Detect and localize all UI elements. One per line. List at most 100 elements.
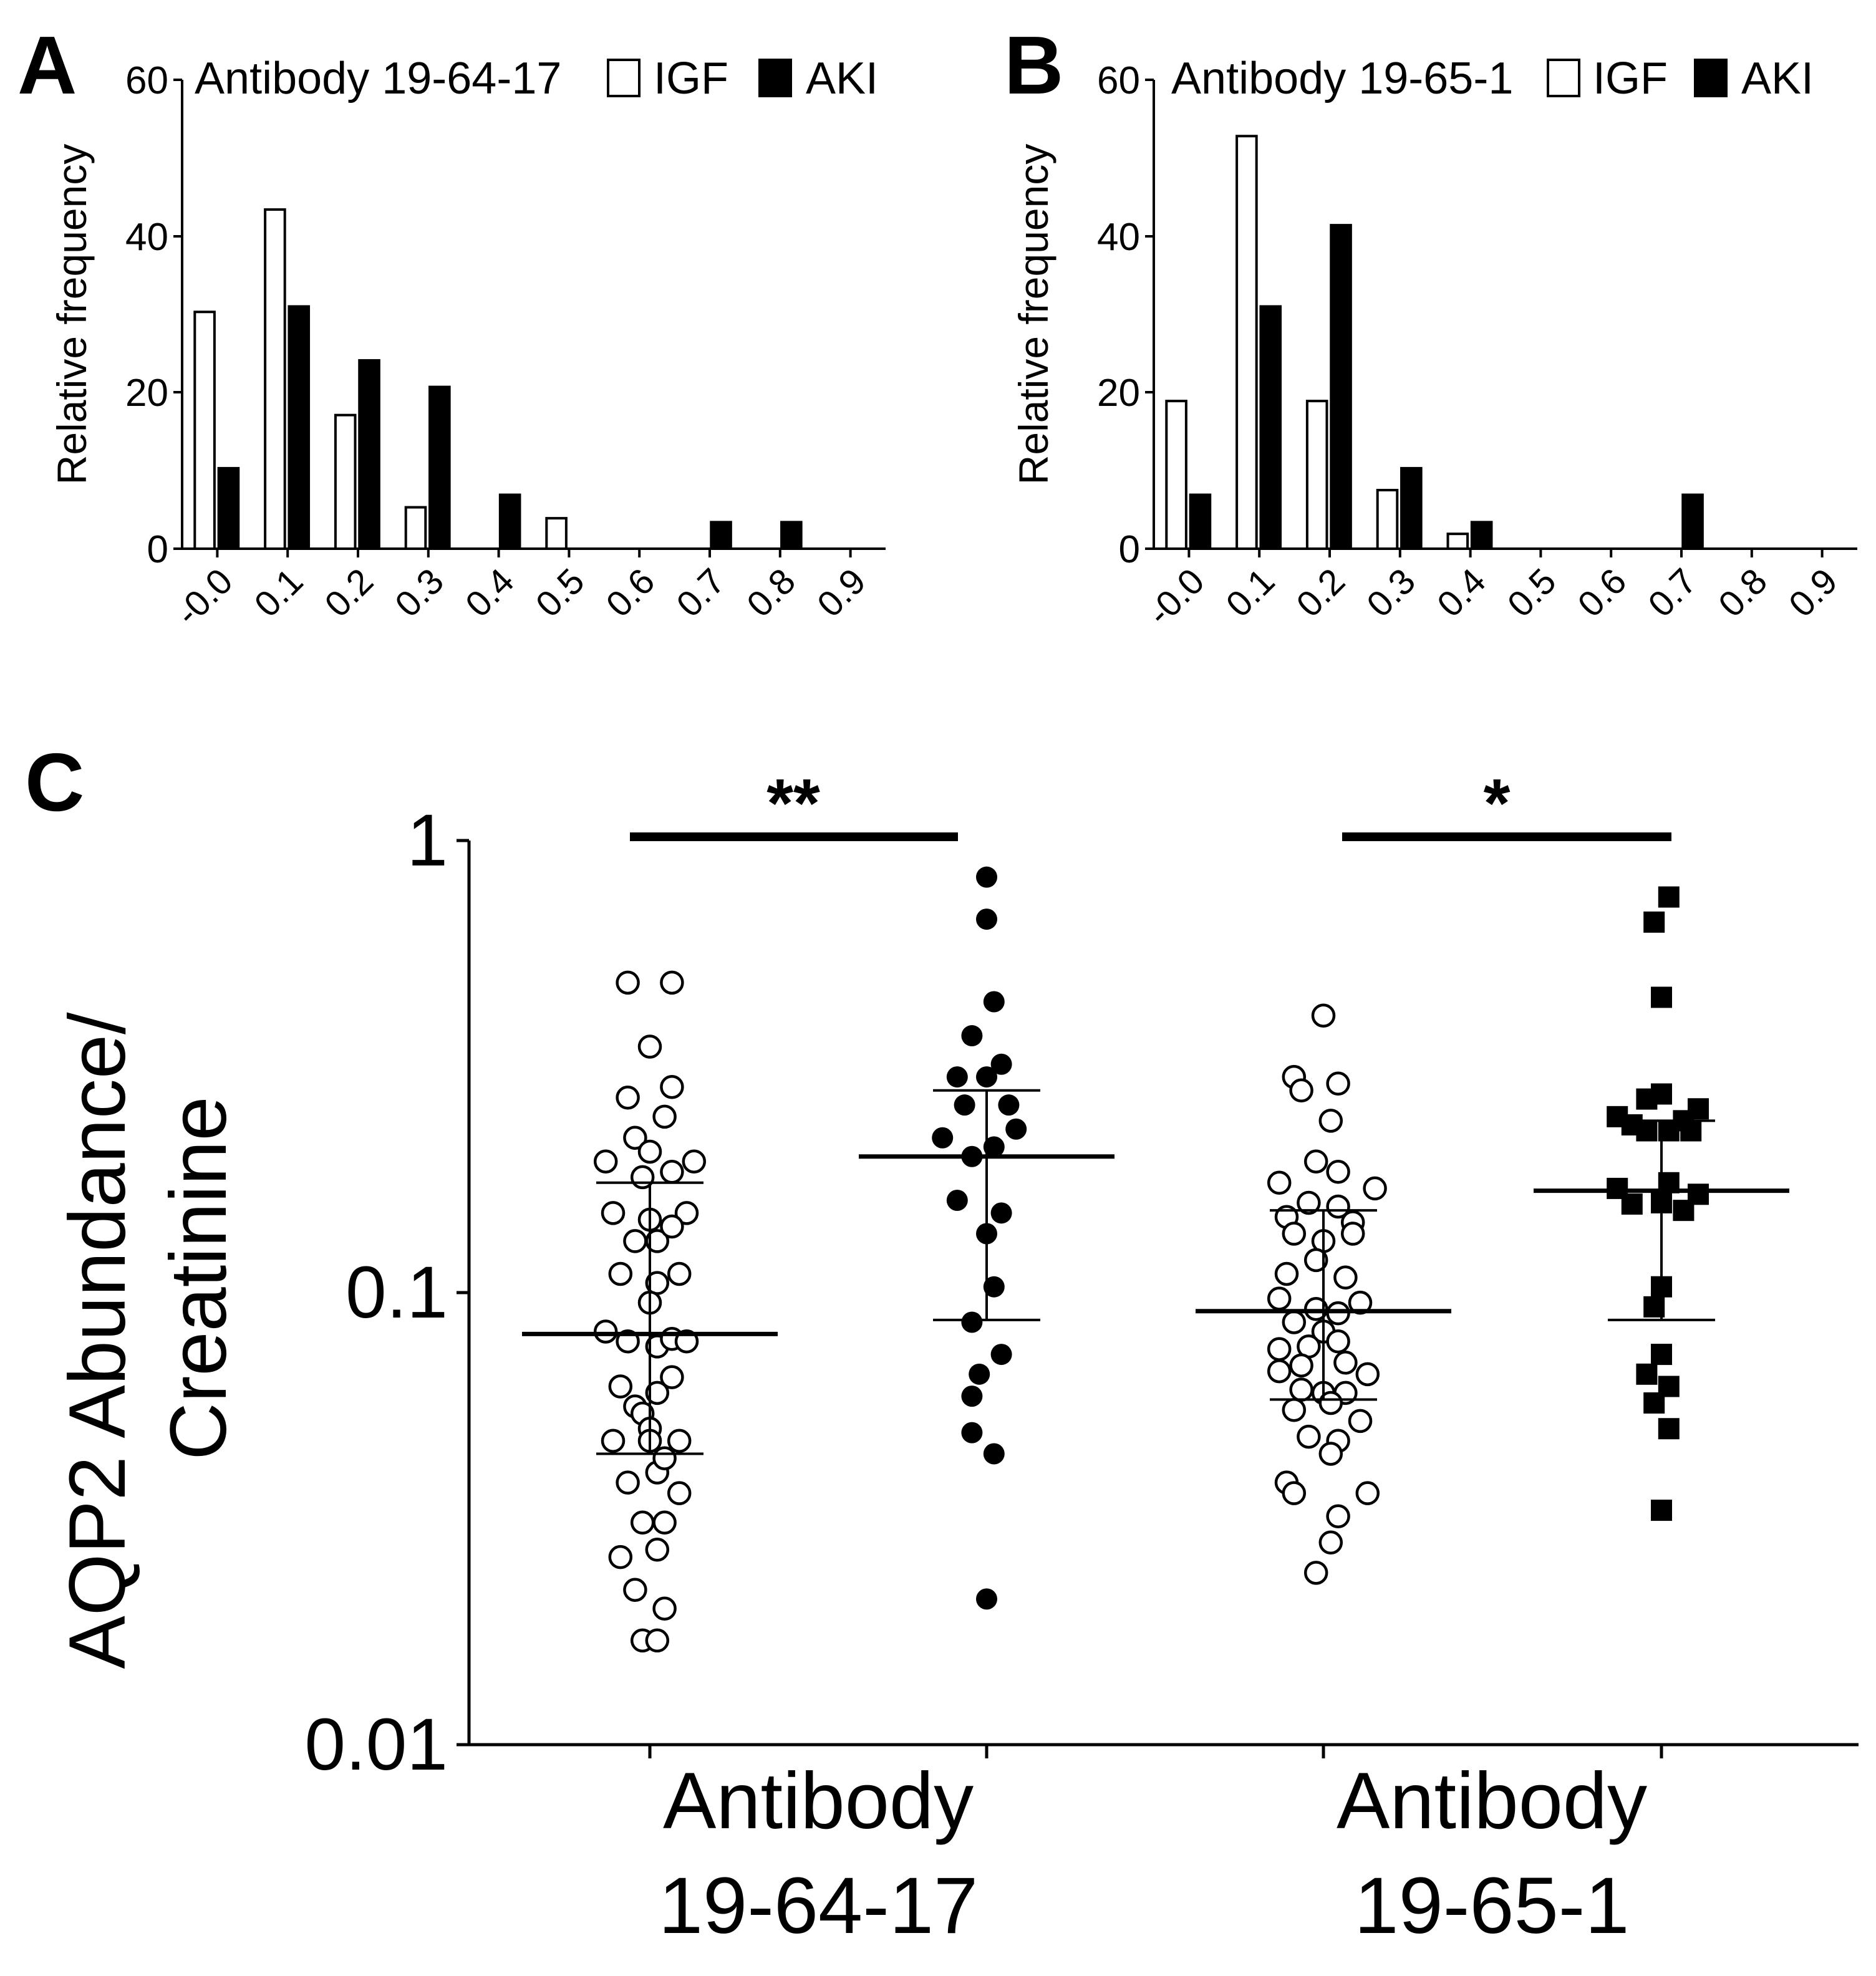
x-tick-label: 0.9 — [1781, 561, 1845, 625]
aki-point — [976, 908, 997, 930]
igf-point — [1267, 1286, 1292, 1311]
legend-aki-label: AKI — [806, 54, 878, 104]
aki-point — [961, 1422, 983, 1443]
igf-point — [1282, 1481, 1307, 1505]
x-tick-label: 0.9 — [810, 561, 874, 625]
aki-bar — [358, 359, 380, 550]
igf-point — [1355, 1481, 1380, 1505]
legend-aki-swatch — [1694, 59, 1728, 97]
x-tick-label: 0.1 — [1218, 561, 1282, 625]
aki-point — [969, 1363, 990, 1385]
aki-point — [1636, 1363, 1658, 1385]
x-tick-label: 0.6 — [1570, 561, 1634, 625]
aki-point — [1643, 911, 1665, 933]
histogram-a-y-tick-label: 40 — [125, 216, 168, 259]
aki-bar — [1189, 493, 1212, 551]
histogram-b-y-axis-label: Relative frequency — [1010, 144, 1056, 485]
aki-point — [983, 991, 1005, 1013]
panel-letter-a: A — [17, 19, 77, 111]
aki-point — [1658, 886, 1680, 908]
igf-point — [623, 1578, 647, 1602]
aki-point — [983, 1276, 1005, 1298]
igf-point — [660, 1160, 684, 1184]
series-3 — [1607, 886, 1709, 1521]
aki-point — [954, 1094, 975, 1116]
igf-point — [608, 1545, 633, 1569]
igf-point — [652, 1510, 677, 1535]
aki-point — [976, 1588, 997, 1610]
igf-point — [1326, 1504, 1350, 1529]
aki-point — [998, 1094, 1020, 1116]
legend-aki-swatch — [758, 59, 792, 97]
igf-bar — [545, 517, 568, 550]
igf-point — [1289, 1377, 1313, 1402]
histogram-a-y-tick-label: 0 — [147, 528, 168, 571]
histogram-b-bars — [1165, 135, 1704, 551]
igf-point — [1303, 1248, 1328, 1273]
igf-point — [1282, 1310, 1307, 1334]
aki-bar — [217, 466, 240, 551]
aki-bar — [1259, 305, 1282, 550]
histogram-b-x-ticks: -0.0 0.1 0.2 0.3 0.4 0.5 0.6 0.7 0.8 0.9 — [1139, 549, 1845, 634]
x-tick-label: 0.7 — [1640, 561, 1704, 625]
aki-bar — [1470, 521, 1493, 550]
igf-point — [1297, 1190, 1321, 1215]
scatter-c: 0.01 0.1 1 ** * Antibody 19-64-17 Antibo… — [53, 765, 1859, 1950]
igf-point — [1289, 1078, 1313, 1103]
histogram-b: 0 20 40 60 -0.0 0.1 0.2 0.3 0.4 0.5 0.6 0.7 0.8 0… — [1010, 54, 1857, 634]
aki-point — [1636, 1120, 1658, 1142]
x-tick-label: -0.0 — [1139, 561, 1212, 634]
igf-point — [1267, 1170, 1292, 1195]
scatter-c-y-axis-label-line1: AQP2 Abundance/ — [53, 1012, 142, 1669]
igf-point — [1311, 1003, 1336, 1028]
igf-point — [1289, 1353, 1313, 1378]
igf-point — [593, 1149, 618, 1174]
scatter-c-y-tick-label: 1 — [407, 799, 448, 882]
igf-point — [652, 1104, 677, 1129]
x-tick-label: 0.3 — [1359, 561, 1423, 625]
igf-point — [1348, 1409, 1373, 1434]
igf-point — [660, 1365, 684, 1389]
igf-point — [660, 1214, 684, 1239]
igf-point — [645, 1381, 670, 1405]
aki-point — [1658, 1376, 1680, 1397]
igf-point — [645, 1628, 670, 1653]
scatter-c-y-axis-label-line2: Creatinine — [154, 1096, 243, 1460]
igf-point — [616, 970, 640, 995]
scatter-c-y-tick-label: 0.01 — [304, 1704, 448, 1786]
histogram-a-y-tick-label: 20 — [125, 372, 168, 415]
igf-point — [1267, 1337, 1292, 1361]
igf-point — [1274, 1261, 1299, 1286]
aki-point — [1636, 1088, 1658, 1110]
igf-bar — [404, 506, 427, 550]
aki-point — [1005, 1118, 1027, 1140]
series-2 — [1267, 1003, 1387, 1585]
igf-point — [1267, 1359, 1292, 1384]
igf-point — [616, 1086, 640, 1110]
igf-point — [1318, 1109, 1343, 1133]
igf-point — [1326, 1071, 1350, 1096]
igf-point — [1318, 1442, 1343, 1466]
igf-point — [1303, 1149, 1328, 1174]
category-label-line1: Antibody — [1337, 1757, 1647, 1846]
aki-point — [990, 1344, 1012, 1366]
panel-letter-b: B — [1004, 19, 1063, 111]
aki-point — [946, 1190, 968, 1212]
histogram-b-y-tick-label: 20 — [1097, 372, 1140, 415]
aki-bar — [1400, 466, 1423, 551]
scatter-c-series — [593, 866, 1709, 1653]
aki-bar — [1330, 224, 1352, 550]
x-tick-label: 0.8 — [1711, 561, 1775, 625]
igf-bar — [1235, 135, 1258, 551]
aki-point — [932, 1127, 954, 1149]
histogram-b-y-tick-label: 40 — [1097, 216, 1140, 259]
aki-point — [983, 1443, 1005, 1465]
aki-bar — [288, 305, 311, 550]
igf-point — [616, 1470, 640, 1495]
igf-point — [1326, 1194, 1350, 1219]
aki-bar — [428, 385, 451, 550]
scatter-c-x-ticks — [648, 1745, 1663, 1758]
category-label-line1: Antibody — [663, 1757, 974, 1846]
x-tick-label: 0.6 — [598, 561, 662, 625]
